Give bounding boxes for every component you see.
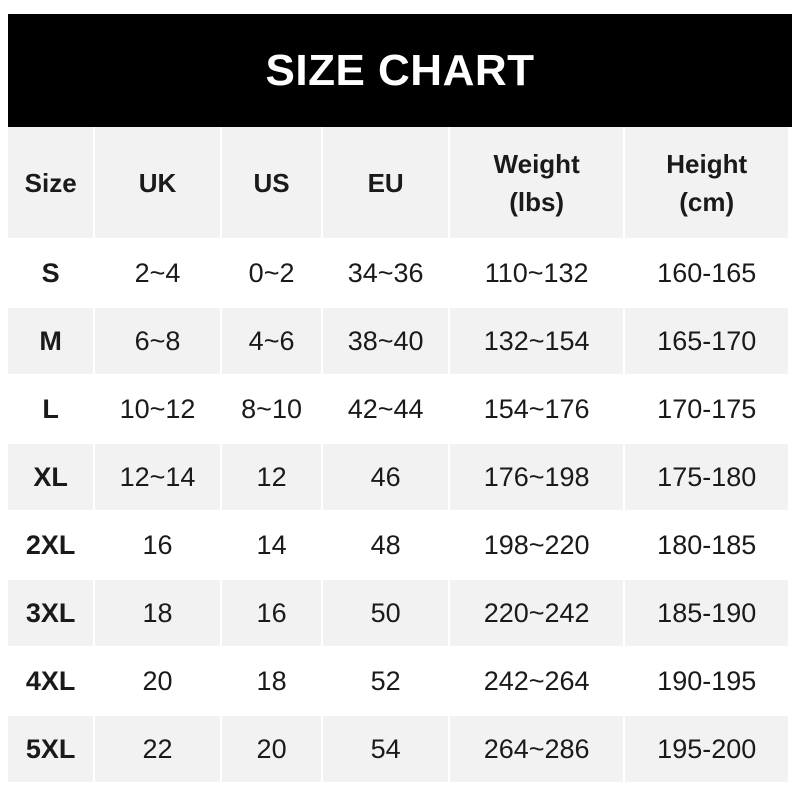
table-cell: 180-185 — [625, 512, 788, 578]
size-cell: XL — [8, 444, 94, 510]
page-title: SIZE CHART — [265, 45, 535, 95]
table-cell: 34~36 — [323, 240, 448, 306]
column-header-text: (cm) — [679, 186, 735, 217]
table-row: 5XL 22 20 54 264~286 195-200 — [8, 716, 788, 782]
table-cell: 198~220 — [449, 512, 624, 578]
table-cell: 8~10 — [221, 376, 322, 442]
table-cell: 20 — [95, 648, 220, 714]
table-cell: 42~44 — [323, 376, 448, 442]
column-header-text: UK — [138, 167, 177, 198]
table-row: 3XL 18 16 50 220~242 185-190 — [8, 580, 788, 646]
table-cell: 52 — [323, 648, 448, 714]
table-cell: 12~14 — [95, 444, 220, 510]
table-cell: 154~176 — [449, 376, 624, 442]
column-header-text: Size — [24, 167, 77, 198]
table-cell: 110~132 — [449, 240, 624, 306]
table-cell: 12 — [221, 444, 322, 510]
size-cell: 5XL — [8, 716, 94, 782]
table-cell: 165-170 — [625, 308, 788, 374]
table-cell: 48 — [323, 512, 448, 578]
table-cell: 18 — [221, 648, 322, 714]
size-cell: S — [8, 240, 94, 306]
size-cell: 4XL — [8, 648, 94, 714]
table-cell: 16 — [221, 580, 322, 646]
table-row: S 2~4 0~2 34~36 110~132 160-165 — [8, 240, 788, 306]
column-header: UK — [95, 127, 220, 238]
table-row: XL 12~14 12 46 176~198 175-180 — [8, 444, 788, 510]
table-cell: 20 — [221, 716, 322, 782]
table-cell: 50 — [323, 580, 448, 646]
table-cell: 242~264 — [449, 648, 624, 714]
table-row: M 6~8 4~6 38~40 132~154 165-170 — [8, 308, 788, 374]
size-cell: 2XL — [8, 512, 94, 578]
table-cell: 46 — [323, 444, 448, 510]
column-header-text: (lbs) — [509, 186, 565, 217]
column-header: Height (cm) — [625, 127, 788, 238]
table-row: L 10~12 8~10 42~44 154~176 170-175 — [8, 376, 788, 442]
table-cell: 170-175 — [625, 376, 788, 442]
column-header: Size — [8, 127, 94, 238]
table-cell: 4~6 — [221, 308, 322, 374]
size-cell: M — [8, 308, 94, 374]
size-table: Size UK US EU Weight (lbs) Height (cm) S 2~4 0~2 3… — [6, 125, 790, 784]
table-cell: 6~8 — [95, 308, 220, 374]
table-cell: 176~198 — [449, 444, 624, 510]
table-cell: 0~2 — [221, 240, 322, 306]
column-header: EU — [323, 127, 448, 238]
size-cell: L — [8, 376, 94, 442]
table-cell: 16 — [95, 512, 220, 578]
table-cell: 195-200 — [625, 716, 788, 782]
column-header-text: Height — [666, 148, 748, 179]
table-cell: 14 — [221, 512, 322, 578]
table-cell: 10~12 — [95, 376, 220, 442]
size-cell: 3XL — [8, 580, 94, 646]
table-cell: 264~286 — [449, 716, 624, 782]
table-cell: 220~242 — [449, 580, 624, 646]
column-header-text: EU — [367, 167, 404, 198]
column-header: Weight (lbs) — [449, 127, 624, 238]
table-cell: 185-190 — [625, 580, 788, 646]
table-cell: 54 — [323, 716, 448, 782]
header-row: Size UK US EU Weight (lbs) Height (cm) — [8, 127, 788, 238]
column-header-text: US — [253, 167, 290, 198]
table-cell: 2~4 — [95, 240, 220, 306]
title-bar: SIZE CHART — [8, 14, 792, 127]
table-row: 2XL 16 14 48 198~220 180-185 — [8, 512, 788, 578]
table-cell: 160-165 — [625, 240, 788, 306]
column-header: US — [221, 127, 322, 238]
table-cell: 132~154 — [449, 308, 624, 374]
table-cell: 22 — [95, 716, 220, 782]
table-cell: 18 — [95, 580, 220, 646]
table-cell: 190-195 — [625, 648, 788, 714]
column-header-text: Weight — [493, 148, 580, 179]
table-cell: 38~40 — [323, 308, 448, 374]
table-cell: 175-180 — [625, 444, 788, 510]
table-row: 4XL 20 18 52 242~264 190-195 — [8, 648, 788, 714]
